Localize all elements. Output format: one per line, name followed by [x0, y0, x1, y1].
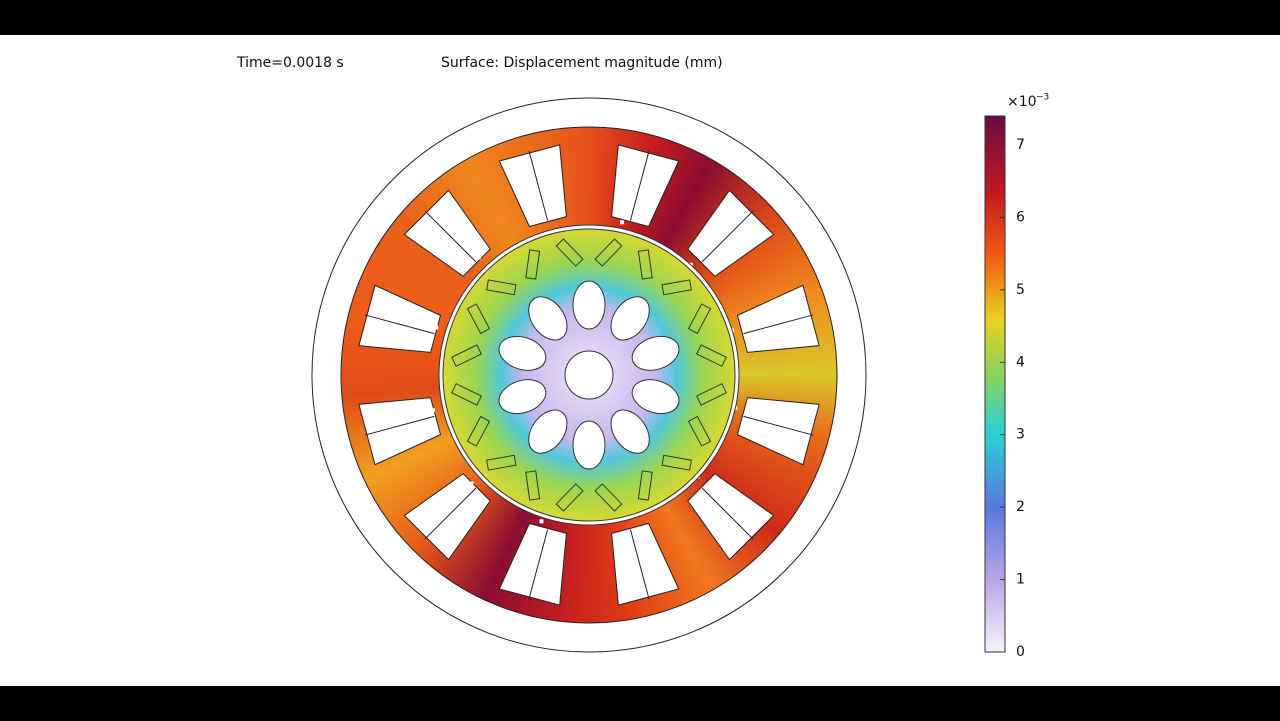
rotor-hole — [572, 420, 606, 470]
rotor-hole — [498, 379, 547, 415]
slot-divider — [424, 487, 477, 540]
slot-divider — [629, 529, 650, 600]
magnet — [555, 238, 584, 267]
slot — [611, 522, 680, 606]
colorbar — [984, 115, 1006, 653]
rotor-hole — [528, 296, 568, 341]
rotor-hole — [528, 409, 568, 454]
slot-divider — [743, 415, 814, 436]
slot — [498, 144, 567, 228]
magnet — [594, 483, 623, 512]
colorbar-tick-label: 0 — [1016, 644, 1025, 660]
slot — [498, 522, 567, 606]
rotor-hole — [498, 335, 547, 371]
rotor-hole — [610, 409, 650, 454]
slot-divider — [701, 210, 754, 263]
slot-divider — [364, 415, 435, 436]
letterbox-top — [0, 0, 1280, 35]
magnet — [637, 470, 653, 501]
colorbar-exponent: −3 — [1036, 93, 1049, 103]
slot-opening — [476, 255, 481, 260]
slot — [358, 397, 442, 466]
shaft — [564, 350, 614, 400]
magnet — [466, 303, 491, 335]
slot — [736, 284, 820, 353]
slot-divider — [424, 210, 477, 263]
colorbar-tick-label: 3 — [1016, 427, 1025, 443]
colorbar-tick-label: 4 — [1016, 354, 1025, 370]
colorbar-ticks: 0 1 2 3 4 5 6 7 — [1000, 137, 1025, 660]
colorbar-tick-label: 6 — [1016, 209, 1025, 225]
slot-divider — [629, 150, 650, 221]
slot-opening — [434, 325, 439, 330]
magnet — [687, 303, 712, 335]
rotor-hole — [631, 335, 680, 371]
slot-opening — [539, 519, 544, 524]
slot — [736, 397, 820, 466]
rotor-hole — [572, 280, 606, 330]
slot-divider — [364, 314, 435, 335]
slot — [358, 284, 442, 353]
stator-slots — [358, 144, 820, 606]
magnet — [486, 279, 517, 296]
magnet — [696, 344, 727, 367]
rotor-hole — [610, 296, 650, 341]
colorbar-tick-label: 2 — [1016, 499, 1025, 515]
slot — [611, 144, 680, 228]
colorbar-tick-label: 1 — [1016, 572, 1025, 588]
slot-opening — [619, 220, 624, 225]
magnet — [661, 454, 692, 471]
magnet — [594, 238, 623, 267]
colorbar-tick-label: 5 — [1016, 282, 1025, 298]
magnet — [466, 415, 491, 447]
magnet — [555, 483, 584, 512]
magnet — [451, 344, 482, 367]
rotor-hole — [631, 379, 680, 415]
magnet — [525, 470, 541, 501]
magnet — [661, 279, 692, 296]
magnet — [486, 454, 517, 471]
colorbar-multiplier: ×10 — [1007, 94, 1037, 110]
colorbar-tick-label: 7 — [1016, 137, 1025, 153]
stator-outline — [340, 126, 838, 624]
slot-opening — [469, 481, 474, 486]
time-label: Time=0.0018 s — [236, 55, 344, 71]
slot-opening — [542, 216, 547, 221]
magnet — [637, 249, 653, 280]
letterbox-bottom — [0, 686, 1280, 721]
slot-divider — [528, 150, 549, 221]
slot-divider — [701, 487, 754, 540]
magnet — [696, 383, 727, 406]
magnet — [451, 383, 482, 406]
slot-divider — [528, 529, 549, 600]
plot-title: Surface: Displacement magnitude (mm) — [441, 55, 723, 71]
slot-opening — [430, 408, 435, 413]
housing — [311, 97, 867, 653]
rotor-parts — [451, 238, 727, 512]
magnet — [525, 249, 541, 280]
slot-divider — [743, 314, 814, 335]
magnet — [687, 415, 712, 447]
